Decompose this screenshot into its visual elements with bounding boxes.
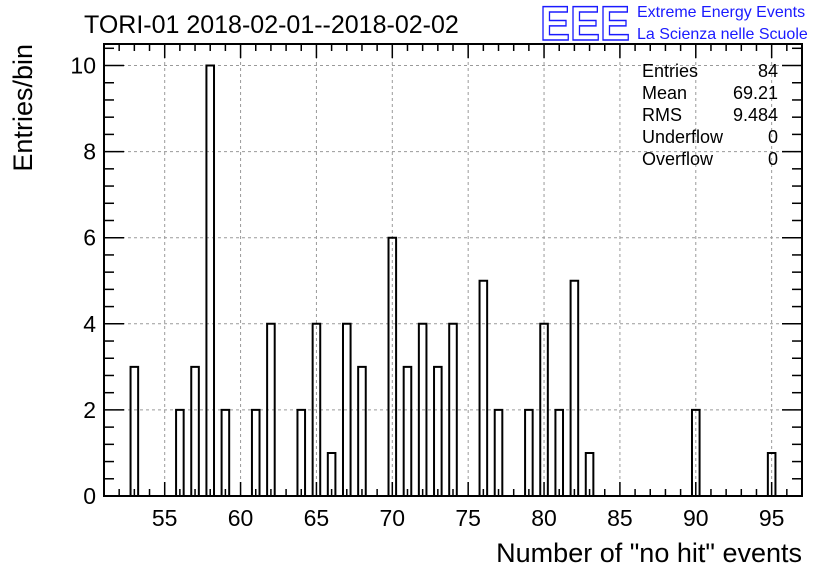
histogram-bar (433, 365, 443, 496)
x-tick-label: 65 (304, 505, 330, 531)
stats-label: Entries (642, 61, 698, 81)
histogram-bar (250, 408, 261, 496)
x-tick-label: 95 (759, 505, 785, 531)
histogram-bar (478, 279, 489, 496)
histogram-bar (205, 64, 216, 496)
tick-labels: 55 60 65 70 75 80 85 90 95 0 2 4 6 8 10 (70, 53, 784, 531)
histogram-bar (690, 408, 701, 496)
histogram-bar (402, 365, 413, 496)
histogram-bar (387, 236, 398, 496)
logo-line-2: La Scienza nelle Scuole (637, 26, 808, 43)
histogram-bars (129, 64, 777, 496)
y-tick-label: 10 (70, 53, 96, 79)
y-tick-label: 8 (83, 139, 96, 165)
stats-value: 0 (768, 149, 778, 169)
histogram-bar (326, 451, 337, 496)
histogram-bar (311, 322, 322, 496)
stats-label: Overflow (642, 149, 714, 169)
histogram-bar (175, 408, 185, 496)
x-tick-label: 85 (607, 505, 633, 531)
x-tick-label: 60 (228, 505, 254, 531)
histogram-bar (417, 322, 428, 496)
histogram-bar (266, 322, 276, 496)
y-tick-label: 4 (83, 311, 96, 337)
histogram-bar (539, 322, 549, 496)
histogram-bar (448, 322, 458, 496)
x-tick-label: 80 (531, 505, 557, 531)
histogram-bar (569, 279, 580, 496)
x-tick-label: 75 (455, 505, 481, 531)
x-axis-title: Number of "no hit" events (496, 538, 802, 568)
histogram-bar (766, 451, 777, 496)
grid-lines (104, 44, 802, 496)
stats-label: Mean (642, 83, 687, 103)
eee-logo: EEE Extreme Energy Events La Scienza nel… (539, 0, 808, 52)
stats-value: 69.21 (733, 83, 778, 103)
stats-box: Entries 84 Mean 69.21 RMS 9.484 Underflow 0 Over… (642, 61, 778, 169)
stats-value: 9.484 (733, 105, 778, 125)
y-axis-title: Entries/bin (8, 44, 38, 172)
histogram-bar (296, 408, 307, 496)
logo-line-1: Extreme Energy Events (637, 4, 805, 21)
plot-frame (103, 43, 803, 497)
y-tick-label: 0 (83, 483, 96, 509)
stats-value: 84 (758, 61, 778, 81)
histogram-bar (524, 408, 534, 496)
histogram-bar (554, 408, 565, 496)
y-tick-label: 2 (83, 397, 96, 423)
histogram-bar (493, 408, 504, 496)
histogram-bar (584, 451, 595, 496)
histogram-bar (129, 365, 140, 496)
histogram-bar (220, 408, 231, 496)
x-tick-label: 55 (152, 505, 178, 531)
stats-value: 0 (768, 127, 778, 147)
stats-label: Underflow (642, 127, 724, 147)
histogram-bar (190, 365, 200, 496)
eee-logo-mark: EEE (540, 0, 630, 51)
histogram-bar (357, 365, 367, 496)
chart-title: TORI-01 2018-02-01--2018-02-02 (84, 11, 459, 39)
x-tick-label: 70 (380, 505, 406, 531)
stats-label: RMS (642, 105, 682, 125)
histogram-bar (341, 322, 352, 496)
axis-ticks (103, 44, 803, 497)
x-tick-label: 90 (683, 505, 709, 531)
y-tick-label: 6 (83, 225, 96, 251)
